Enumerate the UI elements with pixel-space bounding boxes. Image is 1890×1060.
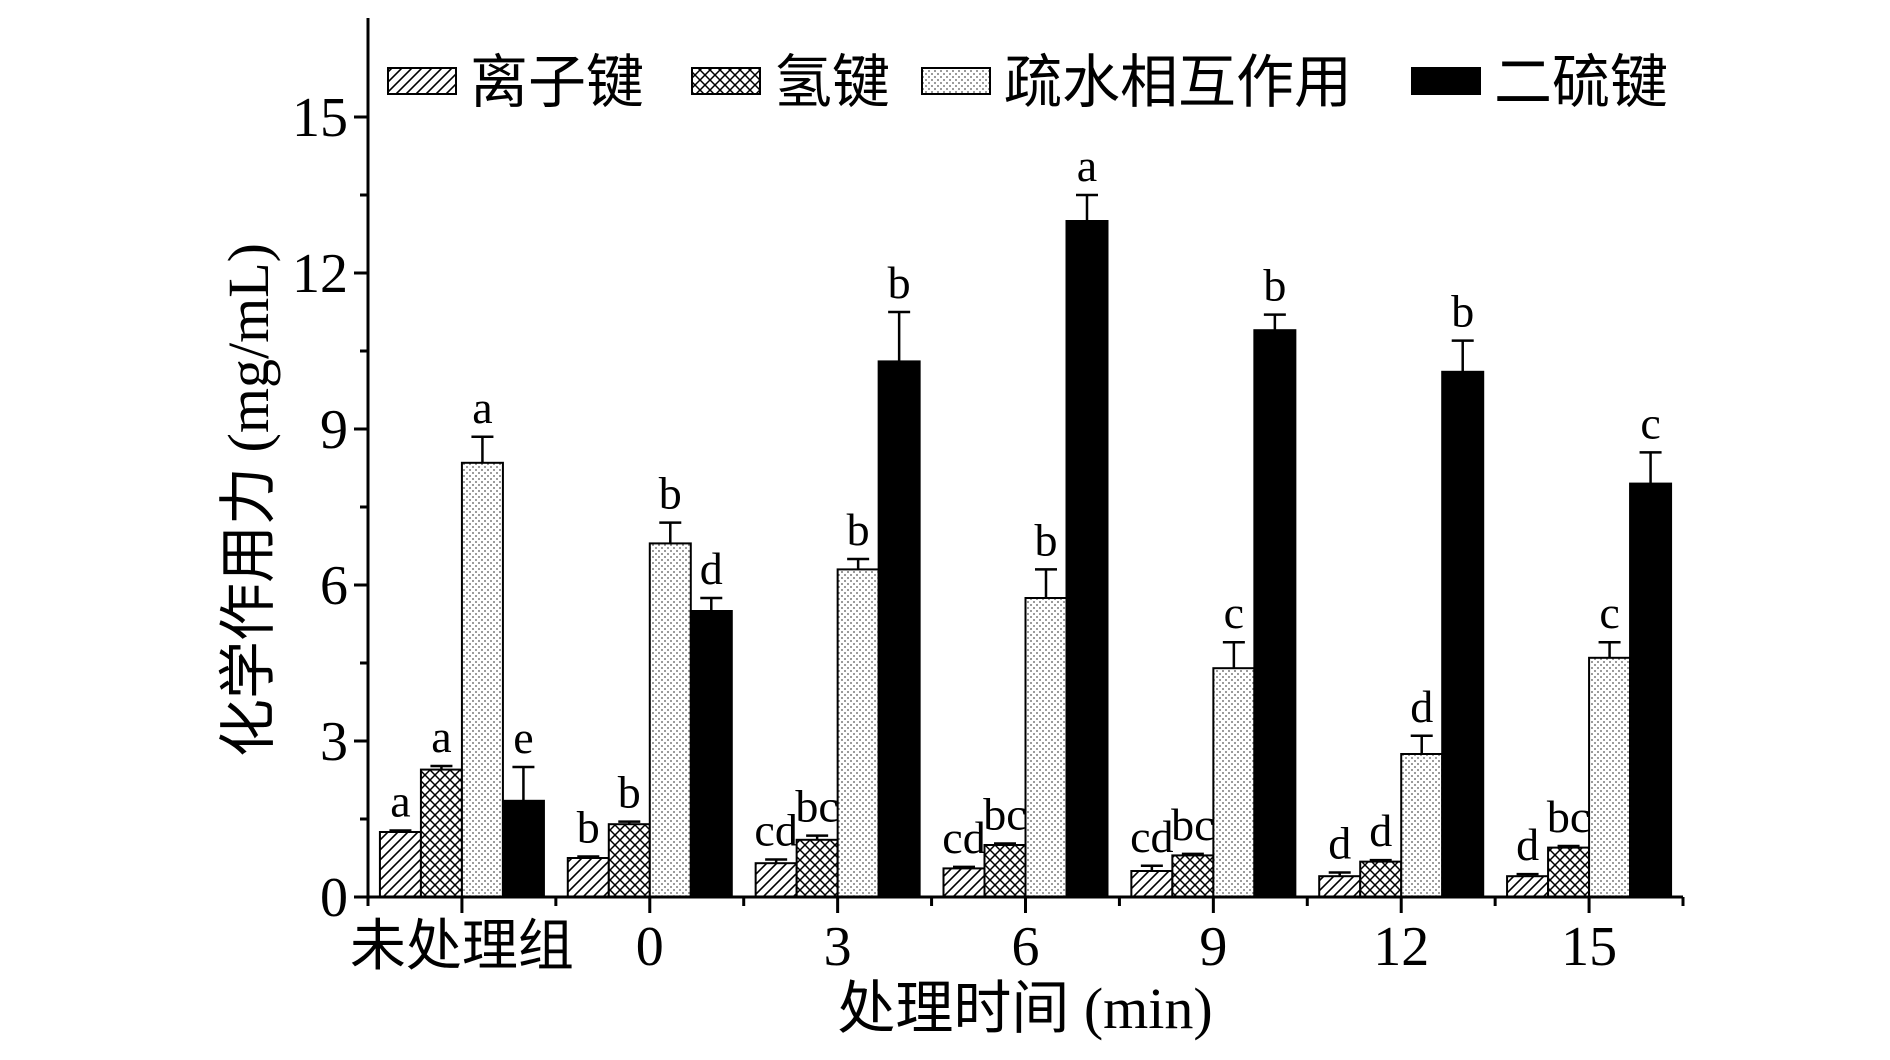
bar	[1130, 870, 1174, 898]
significance-label: d	[1516, 819, 1539, 870]
significance-label: b	[847, 504, 870, 555]
legend-label: 离子键	[470, 50, 644, 115]
x-tick-label: 12	[1373, 916, 1429, 978]
x-tick-label: 15	[1561, 916, 1617, 978]
x-tick-label: 0	[636, 916, 664, 978]
significance-label: d	[1369, 805, 1392, 856]
x-tick-label: 3	[824, 916, 852, 978]
bar	[877, 360, 921, 898]
significance-label: a	[390, 775, 410, 826]
significance-label: cd	[942, 812, 985, 863]
significance-label: b	[577, 801, 600, 852]
bar	[1212, 667, 1256, 899]
legend-label: 氢键	[774, 50, 890, 115]
significance-label: bc	[1547, 791, 1590, 842]
legend-swatch	[1411, 67, 1481, 95]
y-tick-label: 6	[320, 555, 348, 617]
significance-label: c	[1599, 587, 1619, 638]
significance-label: b	[888, 257, 911, 308]
significance-label: c	[1224, 587, 1244, 638]
significance-label: bc	[795, 781, 838, 832]
bar	[1253, 329, 1297, 898]
bar	[460, 461, 504, 898]
significance-label: a	[431, 711, 451, 762]
significance-label: cd	[1130, 811, 1173, 862]
significance-label: d	[1328, 818, 1351, 869]
bar	[1024, 597, 1068, 898]
significance-label: b	[1451, 286, 1474, 337]
bar	[983, 844, 1027, 898]
bar	[1171, 854, 1215, 899]
bar	[942, 867, 986, 899]
bar	[648, 542, 692, 899]
significance-label: bc	[983, 788, 1026, 839]
legend-swatch	[691, 67, 761, 95]
bar	[689, 610, 733, 898]
bar	[1629, 482, 1673, 898]
y-axis-title: 化学作用力 (mg/mL)	[216, 243, 281, 757]
bar	[1588, 656, 1632, 898]
bar	[607, 823, 651, 899]
significance-label: d	[700, 543, 723, 594]
bar	[1441, 370, 1485, 898]
x-tick-label: 未处理组	[350, 916, 574, 978]
y-tick-label: 0	[320, 867, 348, 929]
bar	[836, 568, 880, 899]
significance-label: c	[1640, 397, 1660, 448]
legend-swatch	[921, 67, 991, 95]
bar	[1359, 860, 1403, 899]
significance-label: cd	[754, 805, 797, 856]
significance-label: b	[1263, 260, 1286, 311]
y-axis-ticks: 0 3 6 9 12 15	[292, 87, 368, 929]
bar	[566, 857, 610, 898]
significance-label: b	[1035, 514, 1058, 565]
legend-swatch	[387, 67, 457, 95]
x-tick-label: 6	[1012, 916, 1040, 978]
y-tick-label: 15	[292, 87, 348, 149]
bar	[1506, 875, 1550, 899]
y-tick-label: 3	[320, 711, 348, 773]
bar	[1400, 753, 1444, 898]
bar	[1065, 220, 1109, 898]
significance-label: bc	[1171, 799, 1214, 850]
legend-label: 二硫键	[1494, 50, 1668, 115]
bar	[419, 768, 463, 898]
significance-label: d	[1410, 681, 1433, 732]
x-axis-ticks: 未处理组 0 3 6 9 12 15	[350, 897, 1685, 978]
y-tick-label: 12	[292, 243, 348, 305]
x-tick-label: 9	[1199, 916, 1227, 978]
y-tick-label: 9	[320, 399, 348, 461]
bar	[1547, 846, 1591, 898]
x-axis-title: 处理时间 (min)	[837, 976, 1212, 1041]
significance-label: b	[659, 468, 682, 519]
bar	[1318, 875, 1362, 899]
significance-label: b	[618, 767, 641, 818]
bar	[754, 862, 798, 899]
bar	[501, 799, 545, 898]
legend-label: 疏水相互作用	[1004, 50, 1352, 115]
legend: 离子键 氢键 疏水相互作用 二硫键	[387, 50, 1668, 115]
bar	[795, 838, 839, 898]
bar	[378, 831, 422, 898]
significance-label: e	[513, 712, 533, 763]
significance-label: a	[1077, 140, 1097, 191]
significance-label: a	[472, 382, 492, 433]
